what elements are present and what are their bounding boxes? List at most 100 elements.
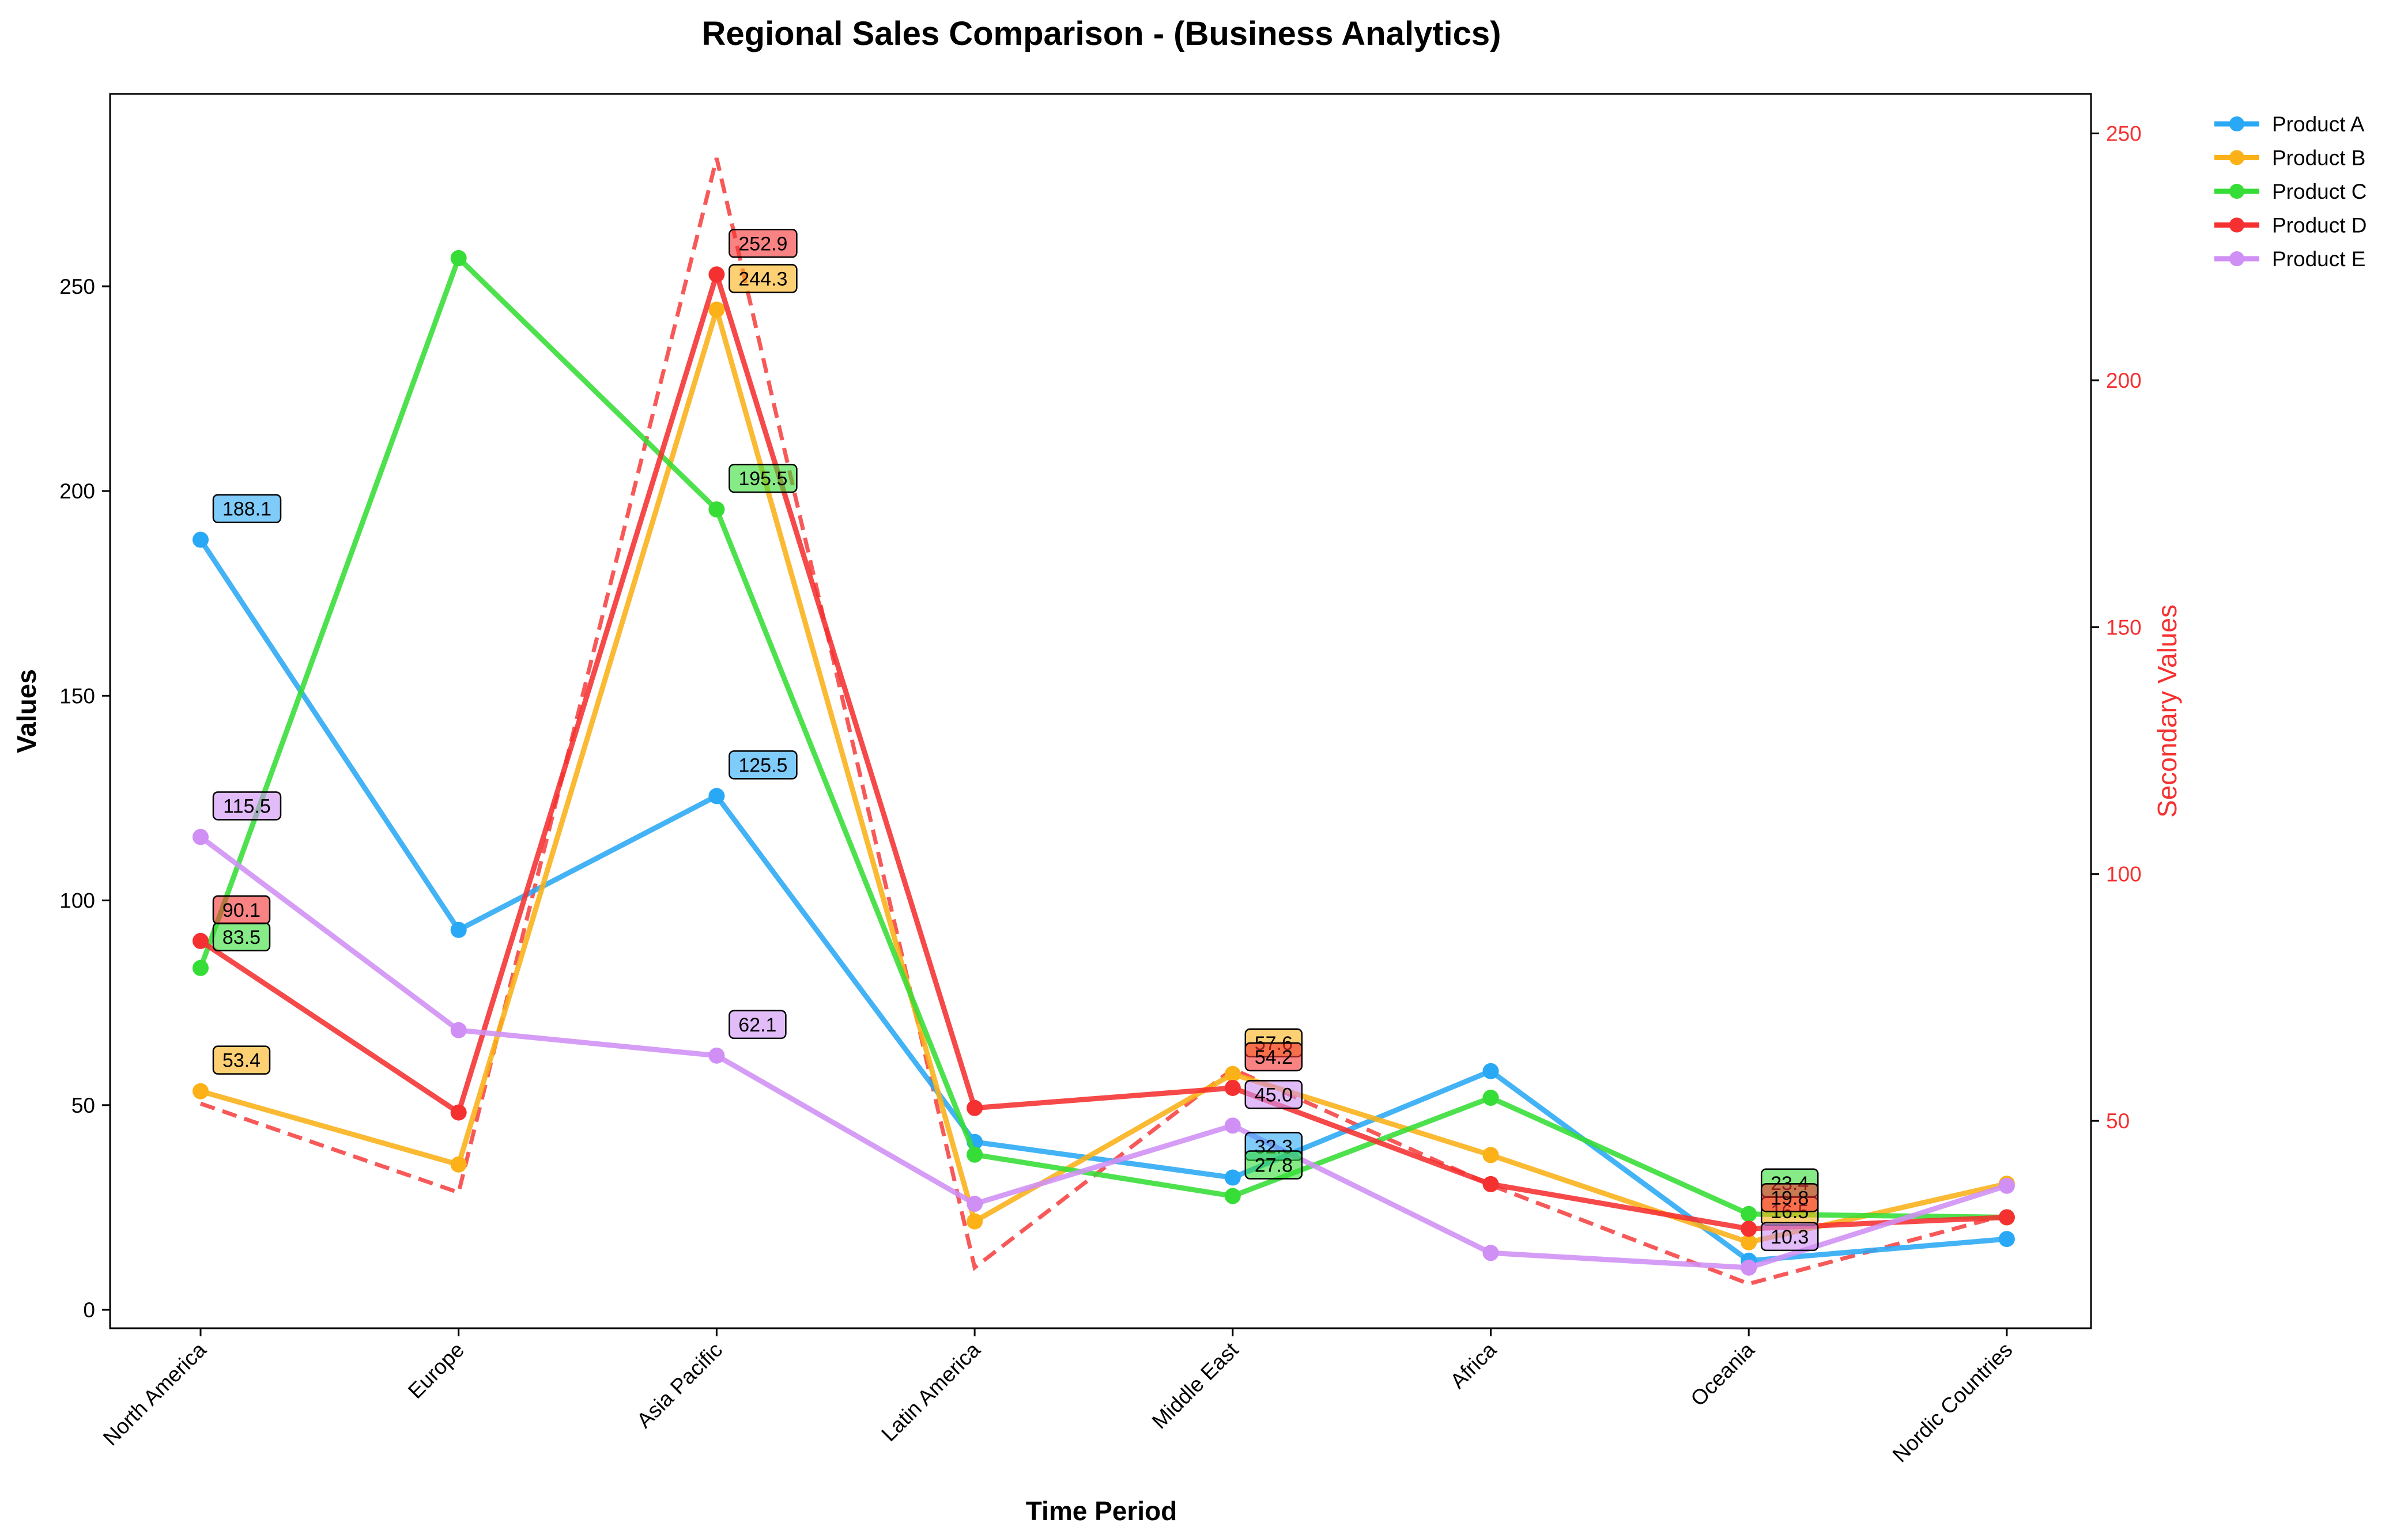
data-label-text: 125.5 xyxy=(738,754,787,776)
data-point xyxy=(1741,1206,1757,1222)
data-label-text: 83.5 xyxy=(222,927,261,949)
data-point xyxy=(450,250,467,266)
data-label-text: 115.5 xyxy=(223,795,271,817)
data-point xyxy=(450,1104,467,1121)
data-label: 252.9 xyxy=(729,229,798,258)
x-tick-label: Latin America xyxy=(877,1337,985,1446)
y-tick-label: 150 xyxy=(59,684,95,708)
legend-marker xyxy=(2229,116,2244,131)
data-point xyxy=(450,921,467,938)
data-label-box xyxy=(1760,1183,1819,1212)
data-label-text: 252.9 xyxy=(738,233,787,255)
legend: Product A Product B Product C Product D Prod… xyxy=(2214,112,2367,271)
y2-tick-label: 200 xyxy=(2106,369,2142,392)
data-point xyxy=(708,501,725,518)
data-label-text: 19.8 xyxy=(1771,1187,1809,1209)
y-axis-title: Values xyxy=(12,669,41,753)
data-label: 195.5 xyxy=(729,463,798,493)
data-label-text: 188.1 xyxy=(222,498,271,520)
data-point xyxy=(1741,1220,1757,1237)
y2-tick-label: 100 xyxy=(2106,863,2142,886)
data-point xyxy=(450,1022,467,1038)
legend-item: Product D xyxy=(2214,214,2367,237)
data-point xyxy=(708,1047,725,1064)
legend-marker xyxy=(2229,217,2244,233)
data-point xyxy=(1998,1231,2015,1248)
data-label: 10.3 xyxy=(1760,1222,1819,1252)
x-tick-label: Asia Pacific xyxy=(632,1338,727,1433)
data-point xyxy=(1224,1065,1241,1082)
legend-marker xyxy=(2229,184,2244,199)
legend-label: Product A xyxy=(2272,112,2365,136)
x-axis: North America Europe Asia Pacific Latin Ame… xyxy=(99,1328,2017,1467)
series-product-b xyxy=(193,301,2015,1250)
legend-marker xyxy=(2229,251,2244,266)
data-label-box xyxy=(1244,1042,1303,1072)
y-tick-label: 250 xyxy=(59,275,95,298)
data-label: 90.1 xyxy=(212,895,271,925)
y-tick-label: 100 xyxy=(59,889,95,913)
data-point xyxy=(1482,1063,1499,1079)
data-label: 62.1 xyxy=(729,1010,787,1040)
series-line xyxy=(199,271,2007,1231)
data-label-text: 195.5 xyxy=(738,468,787,490)
legend-label: Product C xyxy=(2272,180,2367,203)
data-point xyxy=(1998,1177,2015,1194)
data-label-text: 54.2 xyxy=(1255,1046,1293,1068)
data-point xyxy=(708,266,725,283)
series-line xyxy=(199,834,2008,1271)
data-point xyxy=(967,1146,983,1163)
x-tick-label: Europe xyxy=(403,1338,469,1403)
data-label-box xyxy=(212,1045,271,1075)
legend-marker xyxy=(2229,150,2244,165)
plot-frame xyxy=(109,93,2092,1329)
y2-tick-label: 50 xyxy=(2106,1109,2130,1133)
series-line xyxy=(198,255,2007,1220)
data-point xyxy=(1224,1169,1241,1186)
data-point xyxy=(193,959,209,976)
data-point xyxy=(1482,1176,1499,1192)
data-point xyxy=(1741,1234,1757,1250)
data-point xyxy=(708,301,725,318)
data-point xyxy=(193,1083,209,1099)
data-point xyxy=(1482,1090,1499,1106)
data-label: 125.5 xyxy=(729,750,798,780)
legend-label: Product B xyxy=(2272,146,2365,170)
x-tick-label: North America xyxy=(99,1337,211,1450)
data-label-box xyxy=(729,750,798,780)
data-label: 54.2 xyxy=(1244,1042,1303,1072)
data-point xyxy=(450,1156,467,1173)
y-tick-label: 200 xyxy=(59,479,95,503)
data-point xyxy=(708,788,725,804)
data-label-box xyxy=(212,494,282,523)
data-label-text: 27.8 xyxy=(1255,1155,1293,1177)
legend-item: Product A xyxy=(2214,112,2365,136)
data-label: 115.5 xyxy=(212,791,282,821)
data-label: 53.4 xyxy=(212,1045,271,1075)
data-point xyxy=(1482,1147,1499,1163)
data-point xyxy=(1741,1259,1757,1276)
data-label: 188.1 xyxy=(212,494,282,523)
data-label-box xyxy=(1244,1080,1303,1109)
x-tick-label: Africa xyxy=(1445,1337,1501,1393)
data-labels: 188.1125.532.353.4244.357.616.583.5195.5… xyxy=(212,229,1819,1252)
data-point xyxy=(1224,1117,1241,1134)
series-product-e xyxy=(193,829,2015,1276)
data-point xyxy=(193,531,209,548)
data-label-box xyxy=(212,791,282,821)
x-tick-label: Oceania xyxy=(1686,1337,1759,1411)
secondary-y-axis: 50 100 150 200 250 xyxy=(2091,122,2142,1133)
series-lines xyxy=(193,250,2015,1276)
data-label-box xyxy=(729,463,798,493)
data-label-box xyxy=(729,264,798,293)
series-product-d xyxy=(193,266,2015,1237)
legend-label: Product D xyxy=(2272,214,2367,237)
data-label-box xyxy=(212,895,271,925)
legend-item: Product C xyxy=(2214,180,2367,203)
x-tick-label: Middle East xyxy=(1148,1337,1243,1433)
data-label: 27.8 xyxy=(1244,1150,1303,1180)
data-label-text: 45.0 xyxy=(1255,1084,1293,1106)
data-label-box xyxy=(1760,1222,1819,1252)
x-axis-title: Time Period xyxy=(1026,1496,1177,1526)
